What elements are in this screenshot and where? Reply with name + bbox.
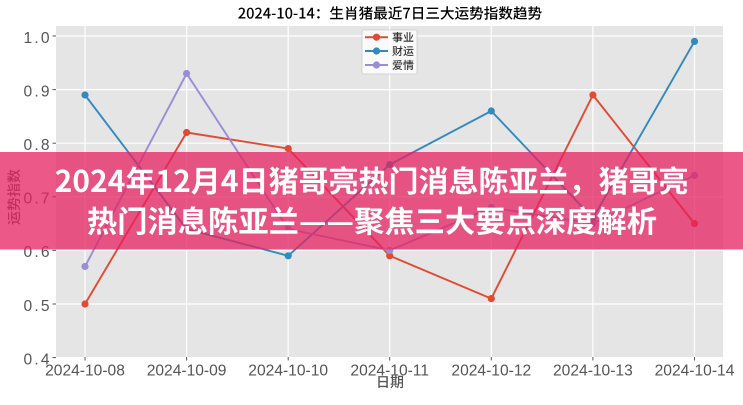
svg-text:0.8: 0.8 (24, 137, 52, 154)
svg-text:2024-10-10: 2024-10-10 (248, 362, 328, 379)
svg-text:2024-10-13: 2024-10-13 (553, 362, 633, 379)
svg-text:0.4: 0.4 (24, 351, 52, 368)
svg-text:1.0: 1.0 (24, 30, 52, 47)
svg-text:2024-10-08: 2024-10-08 (45, 362, 125, 379)
svg-text:2024-10-12: 2024-10-12 (451, 362, 531, 379)
svg-text:0.5: 0.5 (24, 298, 52, 315)
svg-text:0.9: 0.9 (24, 83, 52, 100)
svg-text:2024-10-09: 2024-10-09 (147, 362, 227, 379)
svg-text:2024-10-14: 2024-10-14 (655, 362, 735, 379)
svg-text:2024-10-11: 2024-10-11 (350, 362, 429, 379)
